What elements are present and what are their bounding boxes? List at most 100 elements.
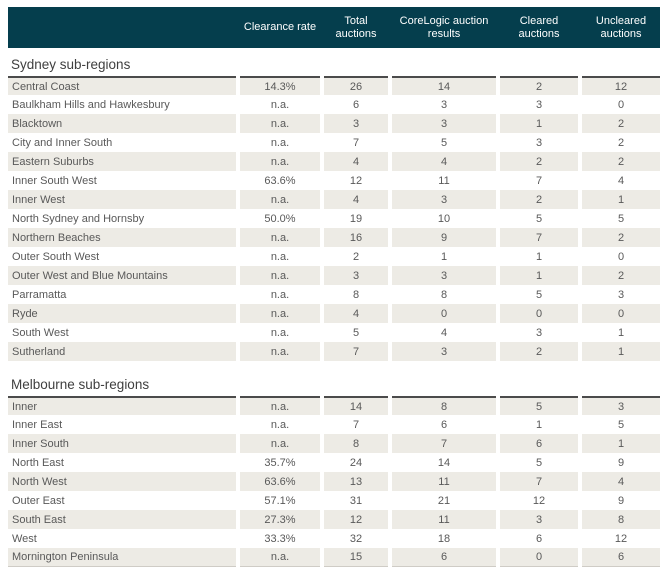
total-auctions-cell: 24	[324, 453, 388, 472]
uncleared-auctions-cell: 5	[582, 415, 660, 434]
table-row: Blacktown n.a. 3 3 1 2	[8, 114, 660, 133]
region-cell: Outer South West	[8, 247, 236, 266]
total-auctions-cell: 4	[324, 190, 388, 209]
region-cell: North West	[8, 472, 236, 491]
corelogic-results-cell: 21	[392, 491, 496, 510]
table-row: Outer South West n.a. 2 1 1 0	[8, 247, 660, 266]
clearance-rate-cell: 63.6%	[240, 472, 320, 491]
uncleared-auctions-cell: 3	[582, 285, 660, 304]
uncleared-auctions-cell: 2	[582, 133, 660, 152]
total-auctions-cell: 31	[324, 491, 388, 510]
region-cell: Inner West	[8, 190, 236, 209]
cleared-auctions-cell: 7	[500, 171, 578, 190]
column-header-cleared-auctions: Cleared auctions	[518, 14, 560, 40]
clearance-rate-cell: n.a.	[240, 133, 320, 152]
region-cell: Outer East	[8, 491, 236, 510]
clearance-rate-cell: n.a.	[240, 190, 320, 209]
corelogic-results-cell: 18	[392, 529, 496, 548]
cleared-auctions-cell: 0	[500, 304, 578, 323]
total-auctions-cell: 4	[324, 152, 388, 171]
region-cell: Parramatta	[8, 285, 236, 304]
uncleared-auctions-cell: 2	[582, 114, 660, 133]
cleared-auctions-cell: 1	[500, 415, 578, 434]
table-row: Baulkham Hills and Hawkesbury n.a. 6 3 3 0	[8, 95, 660, 114]
uncleared-auctions-cell: 3	[582, 396, 660, 415]
corelogic-results-cell: 3	[392, 114, 496, 133]
cleared-auctions-cell: 6	[500, 434, 578, 453]
uncleared-auctions-cell: 0	[582, 95, 660, 114]
region-cell: Eastern Suburbs	[8, 152, 236, 171]
table-row: Inner East n.a. 7 6 1 5	[8, 415, 660, 434]
region-cell: Inner South	[8, 434, 236, 453]
clearance-rate-cell: n.a.	[240, 266, 320, 285]
clearance-rate-cell: n.a.	[240, 396, 320, 415]
cleared-auctions-cell: 7	[500, 228, 578, 247]
uncleared-auctions-cell: 9	[582, 491, 660, 510]
uncleared-auctions-cell: 2	[582, 228, 660, 247]
total-auctions-cell: 7	[324, 342, 388, 361]
cleared-auctions-cell: 2	[500, 342, 578, 361]
region-cell: Inner East	[8, 415, 236, 434]
column-header-uncleared-auctions: Uncleared auctions	[595, 14, 647, 40]
total-auctions-cell: 7	[324, 415, 388, 434]
clearance-rate-cell: 35.7%	[240, 453, 320, 472]
clearance-rate-cell: n.a.	[240, 304, 320, 323]
total-auctions-cell: 3	[324, 266, 388, 285]
region-cell: Sutherland	[8, 342, 236, 361]
clearance-rate-cell: 57.1%	[240, 491, 320, 510]
uncleared-auctions-cell: 1	[582, 342, 660, 361]
total-auctions-cell: 16	[324, 228, 388, 247]
clearance-rate-cell: n.a.	[240, 285, 320, 304]
table-row: Mornington Peninsula n.a. 15 6 0 6	[8, 548, 660, 567]
uncleared-auctions-cell: 6	[582, 548, 660, 567]
column-header-corelogic-results: CoreLogic auction results	[399, 14, 489, 40]
corelogic-results-cell: 3	[392, 190, 496, 209]
clearance-rate-cell: n.a.	[240, 114, 320, 133]
clearance-rate-cell: 14.3%	[240, 76, 320, 95]
clearance-rate-cell: n.a.	[240, 228, 320, 247]
cleared-auctions-cell: 12	[500, 491, 578, 510]
corelogic-results-cell: 8	[392, 285, 496, 304]
uncleared-auctions-cell: 2	[582, 152, 660, 171]
corelogic-results-cell: 8	[392, 396, 496, 415]
uncleared-auctions-cell: 12	[582, 529, 660, 548]
table-row: North Sydney and Hornsby 50.0% 19 10 5 5	[8, 209, 660, 228]
corelogic-results-cell: 3	[392, 266, 496, 285]
clearance-rate-cell: n.a.	[240, 247, 320, 266]
auction-results-table: Clearance rate Total auctions CoreLogic …	[8, 7, 660, 567]
total-auctions-cell: 12	[324, 510, 388, 529]
section-title: Melbourne sub-regions	[11, 377, 150, 392]
total-auctions-cell: 15	[324, 548, 388, 567]
table-row: Inner South West 63.6% 12 11 7 4	[8, 171, 660, 190]
cleared-auctions-cell: 5	[500, 453, 578, 472]
cleared-auctions-cell: 3	[500, 95, 578, 114]
cleared-auctions-cell: 3	[500, 323, 578, 342]
total-auctions-cell: 13	[324, 472, 388, 491]
cleared-auctions-cell: 5	[500, 285, 578, 304]
table-row: North West 63.6% 13 11 7 4	[8, 472, 660, 491]
region-cell: Inner	[8, 396, 236, 415]
total-auctions-cell: 14	[324, 396, 388, 415]
table-row: Eastern Suburbs n.a. 4 4 2 2	[8, 152, 660, 171]
corelogic-results-cell: 9	[392, 228, 496, 247]
corelogic-results-cell: 14	[392, 453, 496, 472]
uncleared-auctions-cell: 8	[582, 510, 660, 529]
cleared-auctions-cell: 5	[500, 396, 578, 415]
clearance-rate-cell: 50.0%	[240, 209, 320, 228]
region-cell: Outer West and Blue Mountains	[8, 266, 236, 285]
total-auctions-cell: 8	[324, 434, 388, 453]
total-auctions-cell: 8	[324, 285, 388, 304]
clearance-rate-cell: n.a.	[240, 323, 320, 342]
table-row: Outer East 57.1% 31 21 12 9	[8, 491, 660, 510]
cleared-auctions-cell: 1	[500, 114, 578, 133]
uncleared-auctions-cell: 12	[582, 76, 660, 95]
corelogic-results-cell: 10	[392, 209, 496, 228]
total-auctions-cell: 2	[324, 247, 388, 266]
region-cell: Northern Beaches	[8, 228, 236, 247]
uncleared-auctions-cell: 9	[582, 453, 660, 472]
region-cell: Blacktown	[8, 114, 236, 133]
corelogic-results-cell: 7	[392, 434, 496, 453]
corelogic-results-cell: 6	[392, 548, 496, 567]
corelogic-results-cell: 6	[392, 415, 496, 434]
total-auctions-cell: 4	[324, 304, 388, 323]
